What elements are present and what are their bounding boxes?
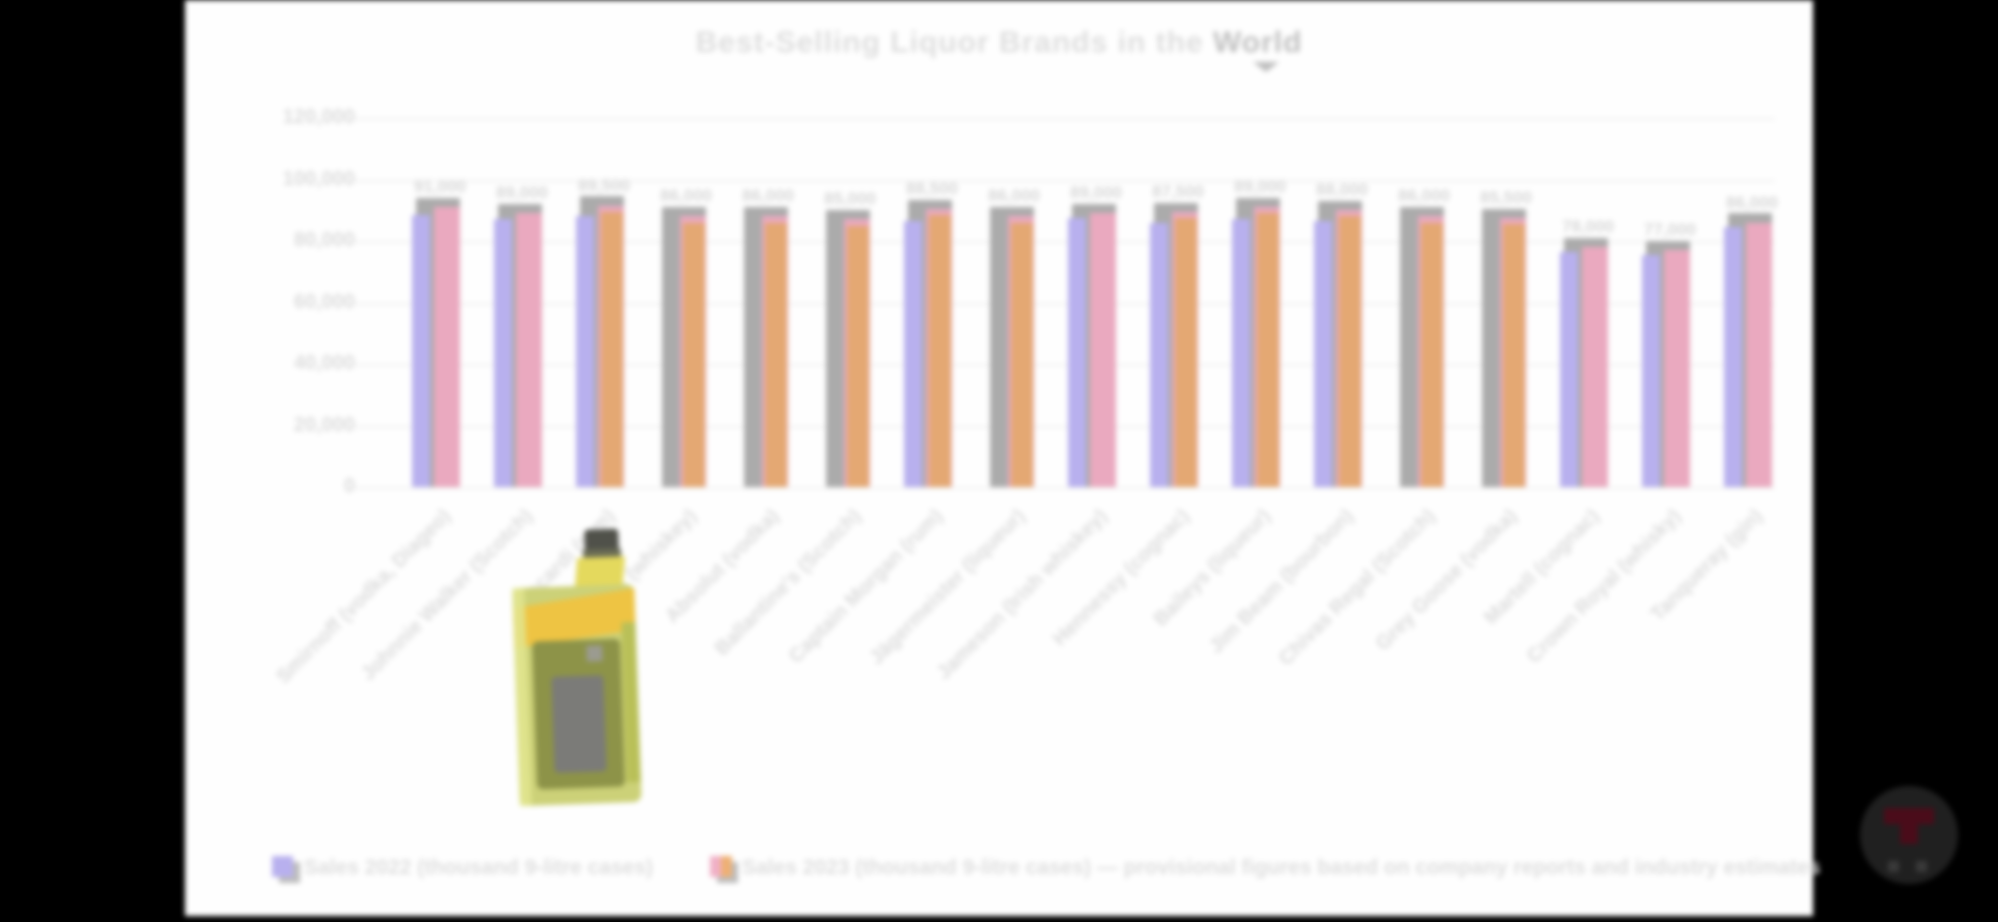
bar-value-label: 77,000 <box>1644 220 1696 240</box>
gridline <box>355 425 1775 428</box>
bar-value-label: 88,500 <box>906 178 958 198</box>
chevron-down-icon <box>1253 62 1279 72</box>
y-tick-label: 20,000 <box>293 413 355 436</box>
chart-card: Best-Selling Liquor Brands in the World … <box>185 0 1820 916</box>
bar <box>847 225 869 487</box>
gridline <box>355 487 1775 489</box>
gridline <box>355 241 1775 243</box>
bar <box>1150 222 1168 487</box>
bar <box>516 213 542 487</box>
bar <box>1421 222 1443 487</box>
bar-value-label: 88,000 <box>1316 180 1368 200</box>
bar <box>1724 227 1742 487</box>
x-tick-label: Grey Goose (vodka) <box>1371 505 1522 655</box>
y-tick-label: 100,000 <box>282 167 355 190</box>
x-tick-label: Jameson (Irish whiskey) <box>932 505 1112 685</box>
bar <box>1560 251 1578 487</box>
bar-value-label: 89,000 <box>1234 177 1286 197</box>
chart-title: Best-Selling Liquor Brands in the World <box>185 26 1813 60</box>
gridline <box>355 364 1775 366</box>
bar <box>1503 224 1525 487</box>
x-tick-label: Ballantine's (Scotch) <box>710 505 866 660</box>
bar <box>765 222 787 487</box>
product-bottle-image <box>512 528 642 807</box>
x-tick-label: Captain Morgan (rum) <box>785 505 948 668</box>
legend-label: Sales 2023 (thousand 9-litre cases) — pr… <box>742 856 1821 879</box>
x-tick-label: Jim Beam (bourbon) <box>1204 505 1358 659</box>
bar <box>1232 219 1250 487</box>
bar-value-label: 89,000 <box>1070 183 1122 203</box>
bar <box>929 214 951 487</box>
bar <box>434 207 460 487</box>
bar <box>904 221 922 487</box>
bar-value-label: 85,000 <box>824 189 876 209</box>
y-axis: 120,000 100,000 80,000 60,000 40,000 20,000 0 <box>245 0 355 520</box>
bar <box>412 214 430 487</box>
bar-value-label: 89,500 <box>578 175 630 195</box>
gridline <box>355 118 1775 120</box>
bar <box>601 211 623 487</box>
legend-marker <box>710 856 721 877</box>
y-tick-label: 0 <box>343 475 355 497</box>
bar <box>1068 217 1086 487</box>
bar-value-label: 87,500 <box>1152 181 1204 201</box>
gridline <box>355 302 1775 305</box>
chart-title-highlight: World <box>1212 26 1303 59</box>
x-tick-label: Jägermeister (liqueur) <box>865 505 1030 670</box>
bar-value-label: 89,000 <box>496 183 548 203</box>
bar-value-label: 86,000 <box>1398 186 1450 206</box>
logo-dot-right <box>1916 861 1927 872</box>
bar-value-label: 85,500 <box>1480 187 1532 207</box>
bar <box>1664 250 1690 487</box>
bar-value-label: 78,000 <box>1562 217 1614 237</box>
y-tick-label: 80,000 <box>293 229 355 251</box>
bar <box>576 216 594 487</box>
y-tick-label: 60,000 <box>293 290 355 313</box>
bar <box>1339 216 1361 487</box>
bar <box>1257 213 1279 487</box>
y-tick-label: 120,000 <box>282 106 355 128</box>
plot-area: 91,000 89,000 89,500 86,000 86,000 85,000 88,5… <box>355 118 1778 489</box>
bar <box>1746 222 1772 487</box>
logo-dot-left <box>1888 861 1899 872</box>
legend-marker <box>272 856 293 877</box>
legend-label: Sales 2022 (thousand 9-litre cases) <box>304 856 653 879</box>
bar <box>1582 247 1608 487</box>
chart-title-text: Best-Selling Liquor Brands in the <box>695 26 1213 59</box>
bar-value-label: 86,000 <box>742 186 794 206</box>
bar-value-label: 91,000 <box>414 177 466 197</box>
bar <box>1314 221 1332 487</box>
bar <box>1090 213 1116 487</box>
bar <box>494 219 512 487</box>
gridline <box>355 179 1775 182</box>
bar-value-label: 86,000 <box>1726 192 1778 212</box>
logo-t-icon <box>1884 808 1934 844</box>
x-tick-label: Chivas Regal (Scotch) <box>1274 505 1440 670</box>
bar-value-label: 86,000 <box>660 186 712 206</box>
x-tick-label: Crown Royal (whisky) <box>1523 505 1686 668</box>
bar-value-label: 86,000 <box>988 186 1040 206</box>
bar <box>1175 217 1197 487</box>
legend: Sales 2022 (thousand 9-litre cases) Sales… <box>185 852 1820 896</box>
x-tick-label: Hennessy (cognac) <box>1048 505 1194 651</box>
bar <box>1011 222 1033 487</box>
bar <box>1642 254 1660 487</box>
channel-logo-watermark <box>1860 786 1958 884</box>
y-tick-label: 40,000 <box>293 352 355 374</box>
bar <box>683 222 705 487</box>
legend-marker <box>721 856 732 877</box>
